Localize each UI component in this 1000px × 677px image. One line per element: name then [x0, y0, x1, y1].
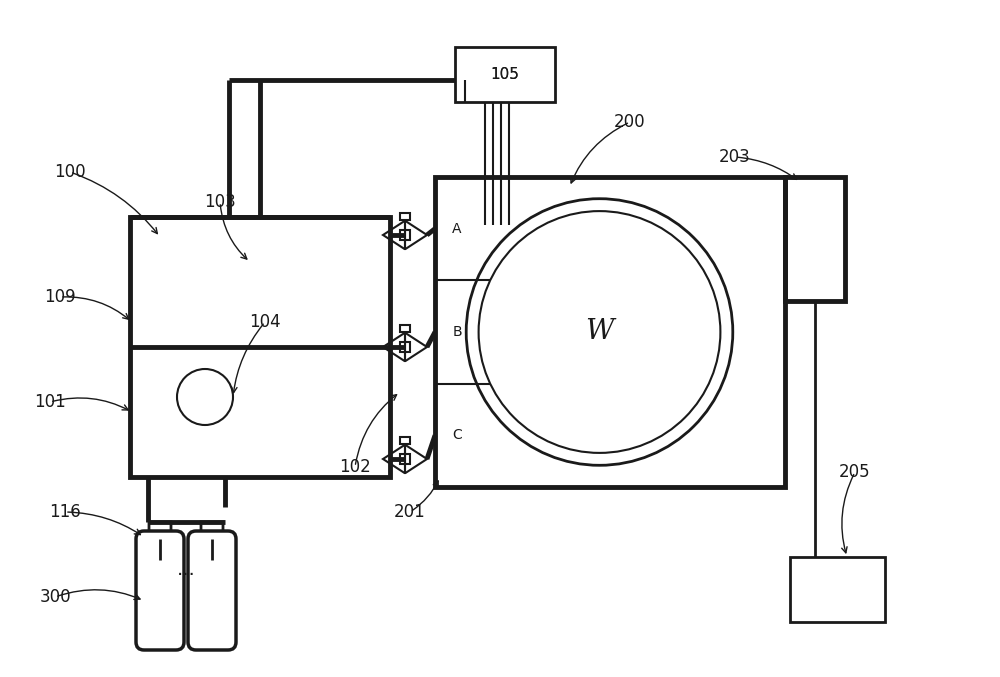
Bar [400, 213, 410, 219]
Bar [400, 342, 410, 352]
Text: 116: 116 [49, 503, 81, 521]
Bar [455, 47, 555, 102]
Text: 105: 105 [491, 67, 519, 82]
Text: 100: 100 [54, 163, 86, 181]
Bar [790, 557, 885, 622]
Bar [130, 217, 390, 477]
Text: 104: 104 [249, 313, 281, 331]
Text: 203: 203 [719, 148, 751, 166]
Text: 300: 300 [39, 588, 71, 606]
Text: A: A [452, 221, 462, 236]
Text: C: C [452, 429, 462, 442]
FancyBboxPatch shape [188, 531, 236, 650]
Text: 102: 102 [339, 458, 371, 476]
Text: W: W [585, 318, 614, 345]
Text: ···: ··· [177, 565, 195, 584]
Text: 105: 105 [491, 67, 519, 82]
Text: 103: 103 [204, 193, 236, 211]
Bar [400, 454, 410, 464]
Text: 101: 101 [34, 393, 66, 411]
Text: B: B [452, 325, 462, 339]
Bar [400, 230, 410, 240]
Bar [785, 177, 845, 301]
Bar [435, 177, 785, 487]
Text: 109: 109 [44, 288, 76, 306]
Bar [400, 437, 410, 443]
FancyBboxPatch shape [136, 531, 184, 650]
Text: 205: 205 [839, 463, 871, 481]
Bar [400, 325, 410, 332]
Text: 200: 200 [614, 113, 646, 131]
Text: 201: 201 [394, 503, 426, 521]
